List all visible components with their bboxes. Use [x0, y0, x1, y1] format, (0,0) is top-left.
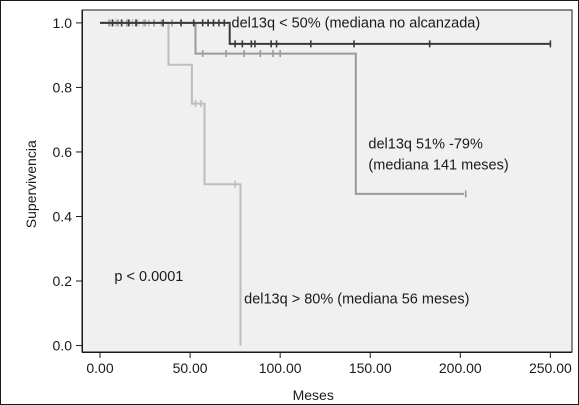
- series-layer: [100, 19, 552, 346]
- x-tick-label: 150.00: [349, 360, 392, 376]
- x-tick-label: 100.00: [259, 360, 302, 376]
- x-tick-label: 200.00: [439, 360, 482, 376]
- y-axis-title: Supervivencia: [23, 140, 39, 228]
- x-tick-label: 50.00: [173, 360, 208, 376]
- annotation-text: (mediana 141 meses): [368, 158, 508, 174]
- y-tick-label: 0.6: [53, 144, 73, 160]
- annotations: del13q < 50% (mediana no alcanzada) del13…: [114, 16, 508, 308]
- y-tick-label: 0.0: [53, 338, 73, 354]
- annotation-text: del13q < 50% (mediana no alcanzada): [232, 16, 481, 32]
- y-tick-label: 0.8: [53, 79, 73, 95]
- plot-area: [81, 9, 573, 353]
- x-tick-label: 0.00: [86, 360, 113, 376]
- x-axis: 0.00 50.00 100.00 150.00 200.00 250.00: [86, 352, 572, 376]
- annotation-text: p < 0.0001: [114, 269, 183, 285]
- annotation-text: del13q 51% -79%: [368, 137, 483, 153]
- survival-curve: [100, 21, 551, 45]
- x-tick-label: 250.00: [529, 360, 572, 376]
- series-3: [100, 19, 552, 48]
- x-axis-title: Meses: [293, 387, 334, 403]
- annotation-text: del13q > 80% (mediana 56 meses): [244, 292, 469, 308]
- y-tick-label: 0.4: [53, 208, 73, 224]
- y-axis: 0.0 0.2 0.4 0.6 0.8 1.0: [53, 15, 82, 354]
- survival-curve: [100, 21, 242, 346]
- y-tick-label: 1.0: [53, 15, 73, 31]
- y-tick-label: 0.2: [53, 273, 73, 289]
